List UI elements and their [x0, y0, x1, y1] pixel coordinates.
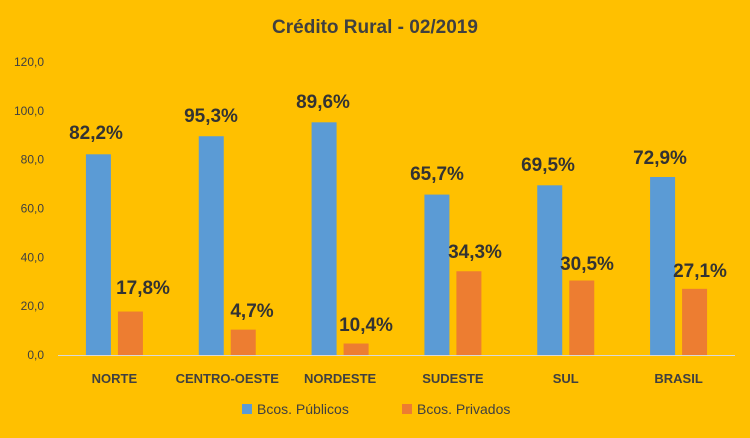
y-tick-label: 40,0 — [21, 250, 45, 264]
legend-label: Bcos. Públicos — [257, 401, 349, 417]
bar-publicos — [650, 177, 676, 355]
legend: Bcos. Públicos Bcos. Privados — [242, 401, 510, 417]
bar-publicos — [424, 194, 450, 355]
data-label-publicos: 82,2% — [69, 123, 123, 144]
x-tick-label: BRASIL — [654, 371, 702, 386]
data-label-privados: 27,1% — [673, 261, 727, 282]
y-tick-label: 80,0 — [21, 153, 45, 167]
x-tick-label: SUL — [553, 371, 579, 386]
y-tick-label: 0,0 — [27, 348, 44, 362]
data-labels: 82,2% 95,3% 89,6% 65,7% 69,5% 72,9% 17,8% 4,7% 1… — [69, 92, 727, 336]
bar-privados — [456, 271, 482, 355]
data-label-publicos: 95,3% — [184, 106, 238, 127]
data-label-publicos: 89,6% — [296, 92, 350, 113]
data-label-privados: 17,8% — [116, 278, 170, 299]
data-label-privados: 30,5% — [560, 254, 614, 275]
y-tick-label: 60,0 — [21, 202, 45, 216]
legend-label: Bcos. Privados — [417, 401, 510, 417]
data-label-publicos: 65,7% — [410, 164, 464, 185]
x-tick-label: NORTE — [92, 371, 138, 386]
bar-privados — [343, 343, 369, 355]
bar-publicos — [311, 122, 337, 355]
bar-publicos — [85, 154, 111, 355]
plot-area — [85, 122, 708, 355]
bar-privados — [230, 329, 256, 355]
bar-privados — [569, 280, 595, 355]
x-axis: NORTE CENTRO-OESTE NORDESTE SUDESTE SUL BRASI… — [58, 355, 735, 386]
y-tick-label: 100,0 — [14, 104, 44, 118]
y-tick-label: 120,0 — [14, 55, 44, 69]
x-tick-label: CENTRO-OESTE — [176, 371, 280, 386]
x-tick-label: NORDESTE — [304, 371, 377, 386]
data-label-publicos: 69,5% — [521, 155, 575, 176]
data-label-privados: 34,3% — [448, 242, 502, 263]
bar-privados — [117, 311, 143, 355]
bar-publicos — [198, 136, 224, 355]
chart-title: Crédito Rural - 02/2019 — [272, 17, 478, 38]
bar-publicos — [537, 185, 563, 355]
bar-privados — [682, 288, 708, 355]
legend-swatch — [242, 404, 252, 414]
x-tick-label: SUDESTE — [422, 371, 484, 386]
data-label-publicos: 72,9% — [633, 148, 687, 169]
y-tick-label: 20,0 — [21, 299, 45, 313]
data-label-privados: 10,4% — [339, 315, 393, 336]
data-label-privados: 4,7% — [230, 301, 273, 322]
legend-swatch — [402, 404, 412, 414]
y-axis: 0,0 20,0 40,0 60,0 80,0 100,0 120,0 — [14, 55, 44, 362]
